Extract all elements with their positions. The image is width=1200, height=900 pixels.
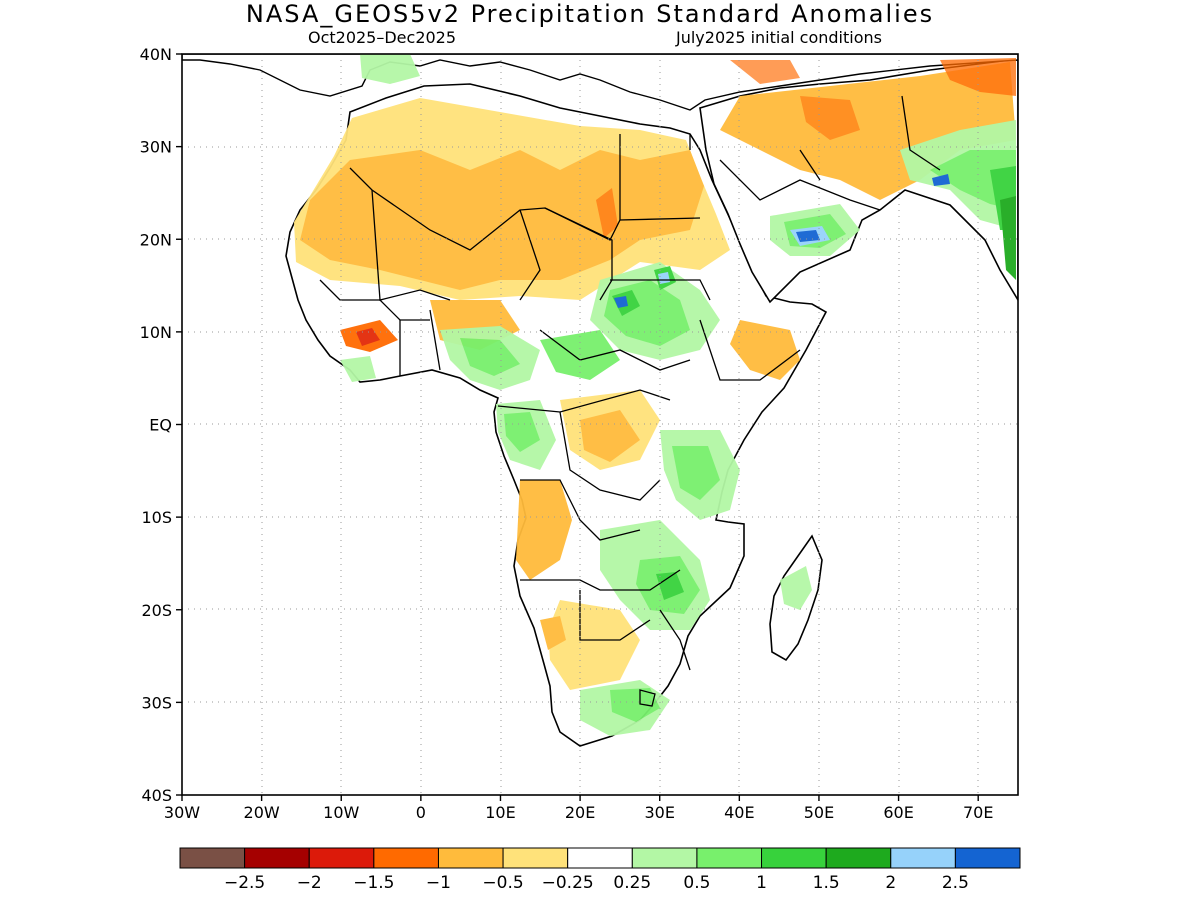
legend-swatch	[567, 847, 633, 869]
legend-swatch	[890, 847, 956, 869]
legend-label: 2.5	[942, 873, 969, 893]
legend-label: −2.5	[224, 873, 265, 893]
graticule	[182, 54, 1018, 795]
legend-swatch	[244, 847, 310, 869]
legend-swatch	[696, 847, 763, 869]
latitude-label: 10S	[141, 508, 172, 527]
latitude-label: 30N	[140, 138, 172, 157]
latitude-label: 40N	[140, 45, 172, 64]
longitude-label: 10E	[485, 803, 515, 822]
longitude-label: 30W	[164, 803, 200, 822]
latitude-label: 20N	[140, 230, 172, 249]
longitude-label: 20W	[244, 803, 280, 822]
country-borders	[319, 95, 941, 707]
legend-label: −0.25	[542, 873, 594, 893]
wet-anomaly-areas	[340, 54, 1016, 736]
longitude-label: 50E	[804, 803, 834, 822]
latitude-label: 10N	[140, 323, 172, 342]
latitude-label: 40S	[141, 786, 172, 805]
initial-conditions-label: July2025 initial conditions	[675, 28, 882, 47]
longitude-label: 40E	[724, 803, 754, 822]
longitude-label: 70E	[963, 803, 993, 822]
legend-swatch	[373, 847, 439, 869]
latitude-label: 20S	[141, 601, 172, 620]
latitude-label: EQ	[149, 416, 172, 435]
legend-swatch	[308, 847, 375, 869]
latitude-label: 30S	[141, 693, 172, 712]
legend-label: −1	[426, 873, 451, 893]
legend-swatch	[502, 847, 569, 869]
legend-label: 0.25	[613, 873, 651, 893]
legend-label: −1.5	[353, 873, 394, 893]
legend-swatch	[954, 847, 1021, 869]
longitude-label: 0	[416, 803, 426, 822]
legend-swatch	[761, 847, 827, 869]
legend-swatch	[825, 847, 892, 869]
legend-swatch	[631, 847, 698, 869]
legend-swatch	[437, 847, 504, 869]
legend-label: −0.5	[482, 873, 523, 893]
longitude-axis: 30W 20W 10W 0 10E 20E 30E 40E 50E 60E 70E	[164, 795, 993, 822]
legend-label: −2	[297, 873, 322, 893]
map-content	[182, 54, 1018, 795]
legend-label: 1	[756, 873, 767, 893]
longitude-label: 60E	[883, 803, 913, 822]
season-label: Oct2025–Dec2025	[308, 28, 456, 47]
legend-label: 2	[885, 873, 896, 893]
legend-label: 1.5	[813, 873, 840, 893]
longitude-label: 10W	[323, 803, 359, 822]
map-title: NASA_GEOS5v2 Precipitation Standard Anom…	[246, 0, 934, 28]
latitude-axis: 40N 30N 20N 10N EQ 10S 20S 30S 40S	[140, 45, 182, 805]
legend-swatch	[179, 847, 246, 869]
color-legend: −2.5 −2 −1.5 −1 −0.5 −0.25 0.25 0.5 1 1.5 2 2.5	[179, 847, 1021, 893]
dry-anomaly-areas	[294, 58, 1016, 690]
longitude-label: 20E	[565, 803, 595, 822]
legend-label: 0.5	[683, 873, 710, 893]
longitude-label: 30E	[644, 803, 674, 822]
europe-landmass	[182, 54, 1018, 111]
